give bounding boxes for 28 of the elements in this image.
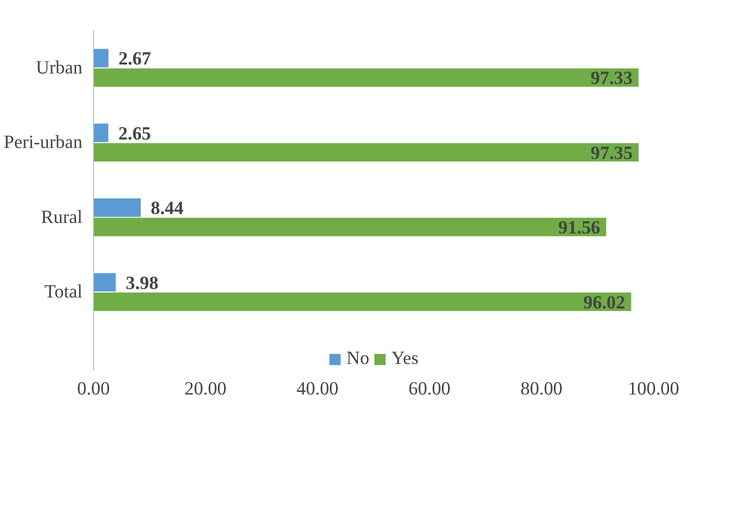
data-label: 97.35	[590, 142, 633, 164]
data-label: 3.98	[126, 272, 158, 294]
bar	[94, 68, 639, 87]
data-label: 2.65	[118, 123, 151, 144]
bar	[94, 198, 141, 217]
x-tick-label: 20.00	[184, 378, 226, 400]
data-label: 2.67	[118, 48, 152, 70]
bar	[94, 273, 116, 292]
legend-label: Yes	[391, 348, 418, 370]
legend-label: No	[346, 348, 370, 370]
y-tick-label: Urban	[36, 57, 84, 78]
x-tick-label: 0.00	[77, 378, 110, 400]
x-tick-label: 60.00	[408, 378, 450, 400]
bar	[94, 218, 606, 236]
x-tick-label: 100.00	[628, 378, 680, 400]
data-label: 91.56	[558, 218, 600, 239]
x-tick-label: 40.00	[296, 378, 338, 400]
bar	[94, 124, 108, 142]
bar	[94, 292, 632, 311]
x-tick-label: 80.00	[520, 378, 562, 400]
y-tick-label: Total	[44, 282, 83, 303]
data-label: 96.02	[583, 292, 626, 314]
data-label: 8.44	[150, 198, 184, 220]
y-tick-label: Rural	[41, 206, 83, 228]
bar	[94, 48, 108, 68]
y-tick-label: Peri-urban	[4, 132, 84, 154]
bar	[94, 143, 639, 162]
data-label: 97.33	[590, 68, 633, 90]
